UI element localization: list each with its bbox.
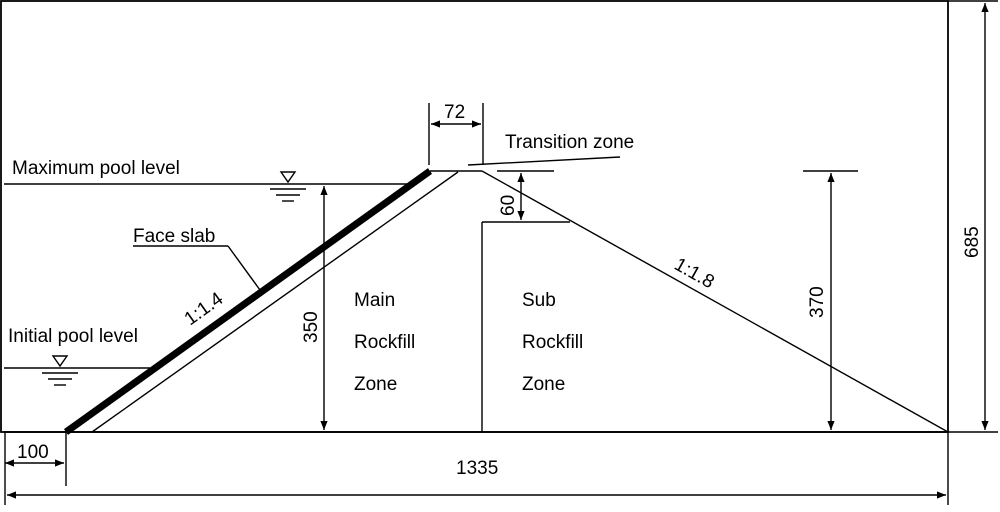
main-zone-label-line1: Main <box>354 290 395 311</box>
upstream-rockfill-line <box>91 171 459 433</box>
sub-zone-label-line1: Sub <box>522 290 556 311</box>
face-slab-leader-diagonal <box>227 245 261 291</box>
downstream-height-value: 370 <box>807 286 828 318</box>
toe-offset-value: 100 <box>17 442 49 463</box>
downstream-slope <box>481 170 949 433</box>
downstream-slope-label: 1:1.8 <box>671 254 718 293</box>
face-slab <box>63 168 433 435</box>
sub-zone-label-line3: Zone <box>522 374 565 395</box>
upstream-height-value: 350 <box>301 311 322 343</box>
transition-zone-label: Transition zone <box>505 132 634 153</box>
crest-drop-value: 60 <box>498 195 519 216</box>
sub-zone-label-line2: Rockfill <box>522 332 583 353</box>
main-zone-label-line2: Rockfill <box>354 332 415 353</box>
initial-pool-level-label: Initial pool level <box>8 326 138 347</box>
transition-zone-leader <box>467 156 621 166</box>
maximum-pool-water-symbol <box>270 171 306 202</box>
maximum-pool-level-label: Maximum pool level <box>12 158 180 179</box>
crest-width-value: 72 <box>444 102 465 123</box>
face-slab-label: Face slab <box>133 226 215 247</box>
base-length-value: 1335 <box>456 458 498 479</box>
main-zone-label-line3: Zone <box>354 374 397 395</box>
total-height-value: 685 <box>962 226 983 258</box>
initial-pool-water-symbol <box>42 355 78 386</box>
